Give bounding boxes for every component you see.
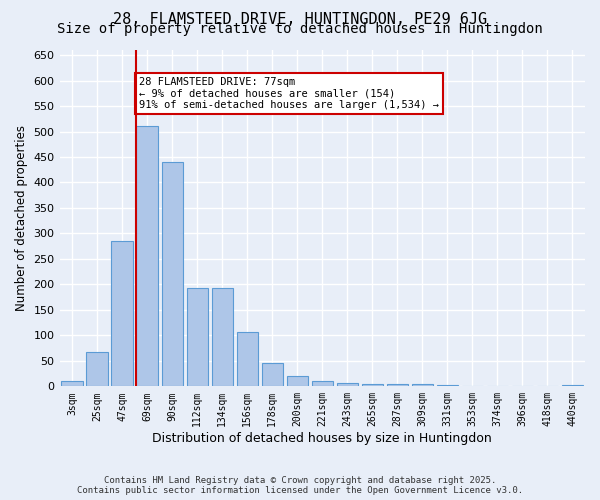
Bar bbox=[187, 288, 208, 386]
X-axis label: Distribution of detached houses by size in Huntingdon: Distribution of detached houses by size … bbox=[152, 432, 492, 445]
Bar bbox=[136, 126, 158, 386]
Bar bbox=[86, 352, 108, 386]
Text: 28 FLAMSTEED DRIVE: 77sqm
← 9% of detached houses are smaller (154)
91% of semi-: 28 FLAMSTEED DRIVE: 77sqm ← 9% of detach… bbox=[139, 77, 439, 110]
Bar bbox=[61, 381, 83, 386]
Bar bbox=[387, 384, 408, 386]
Bar bbox=[161, 162, 183, 386]
Bar bbox=[236, 332, 258, 386]
Text: 28, FLAMSTEED DRIVE, HUNTINGDON, PE29 6JG: 28, FLAMSTEED DRIVE, HUNTINGDON, PE29 6J… bbox=[113, 12, 487, 28]
Bar bbox=[287, 376, 308, 386]
Bar bbox=[562, 385, 583, 386]
Y-axis label: Number of detached properties: Number of detached properties bbox=[15, 125, 28, 311]
Bar bbox=[212, 288, 233, 386]
Bar bbox=[112, 241, 133, 386]
Bar bbox=[311, 381, 333, 386]
Text: Contains HM Land Registry data © Crown copyright and database right 2025.
Contai: Contains HM Land Registry data © Crown c… bbox=[77, 476, 523, 495]
Bar bbox=[262, 363, 283, 386]
Bar bbox=[362, 384, 383, 386]
Bar bbox=[337, 383, 358, 386]
Text: Size of property relative to detached houses in Huntingdon: Size of property relative to detached ho… bbox=[57, 22, 543, 36]
Bar bbox=[412, 384, 433, 386]
